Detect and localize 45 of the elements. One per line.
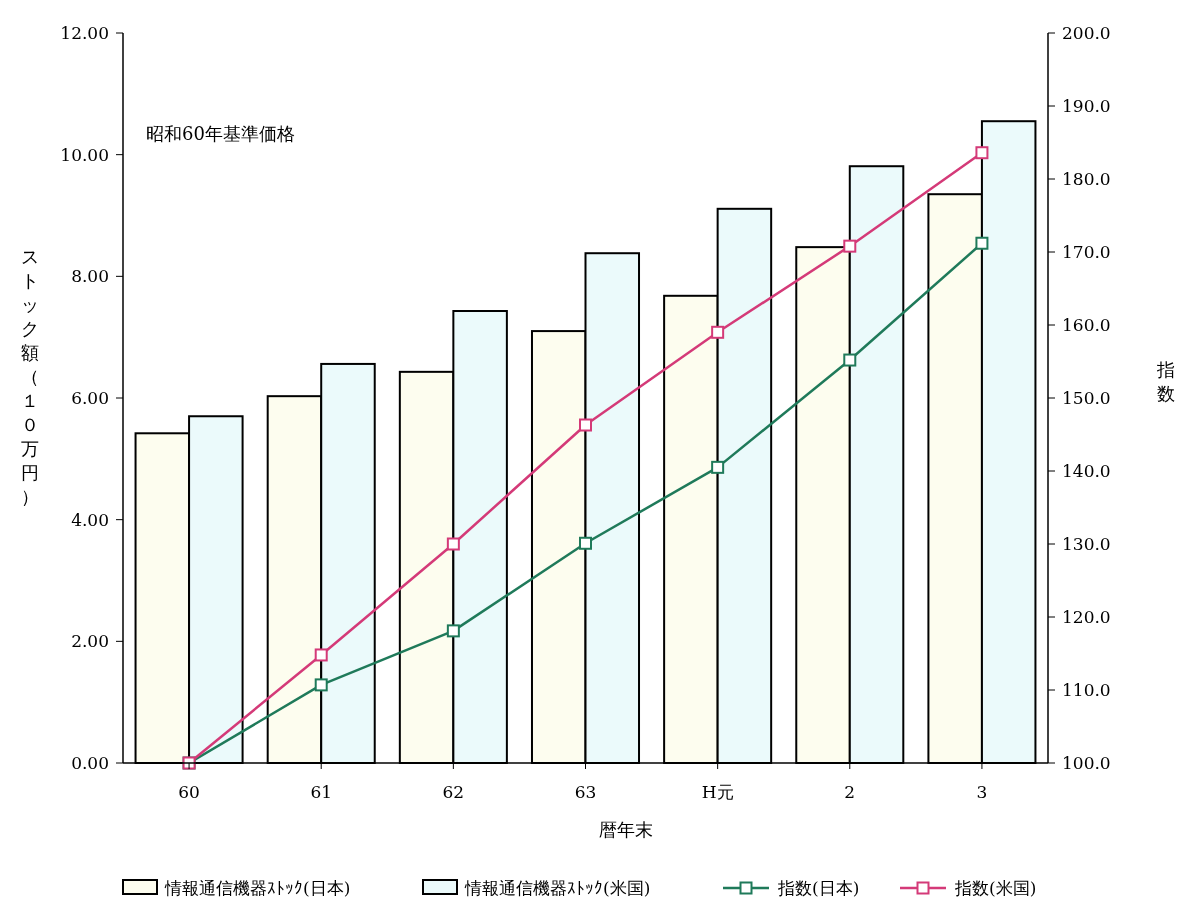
x-tick-label: 63 [574, 782, 597, 802]
point [975, 236, 989, 250]
y2-tick-label: 160.0 [1062, 315, 1111, 335]
y-tick-label: 2.00 [71, 631, 109, 652]
legend-label: 指数(米国) [954, 878, 1037, 898]
y-tick-label: 4.00 [71, 509, 109, 530]
y2-tick-label: 140.0 [1062, 461, 1111, 481]
y-tick-label: 10.00 [60, 144, 109, 165]
point [975, 146, 989, 160]
y2-tick-label: 100.0 [1062, 753, 1111, 773]
annotation: 昭和60年基準価格 [146, 123, 295, 144]
point [711, 460, 725, 474]
x-tick-label: 61 [310, 782, 333, 802]
point [314, 678, 328, 692]
point [446, 537, 460, 551]
legend-label: 情報通信機器ｽﾄｯｸ(日本) [164, 878, 351, 898]
point [843, 353, 857, 367]
y-tick-label: 8.00 [71, 266, 109, 287]
x-tick-label: 3 [976, 782, 988, 802]
y2-tick-label: 130.0 [1062, 534, 1111, 554]
y2-tick-label: 200.0 [1062, 23, 1111, 43]
y-tick-label: 12.00 [60, 23, 109, 43]
y2-tick-label: 110.0 [1062, 680, 1111, 700]
x-tick-label: 60 [178, 782, 200, 802]
point [579, 536, 592, 550]
x-tick-label: 2 [844, 782, 856, 802]
y-tick-label: 6.00 [71, 388, 109, 408]
x-tick-label: 62 [442, 782, 465, 802]
text: ストック額（１０万円） [21, 246, 39, 507]
y2-tick-label: 170.0 [1062, 242, 1111, 262]
x-axis-title: 暦年末 [598, 819, 653, 840]
point [446, 624, 460, 638]
x-tick-label: H元 [701, 782, 734, 802]
y2-tick-label: 180.0 [1062, 169, 1111, 189]
point [711, 325, 725, 339]
y2-tick-label: 190.0 [1062, 96, 1111, 116]
point [579, 418, 592, 432]
y2-tick-label: 150.0 [1062, 388, 1111, 408]
y2-axis-title: 指数 [1156, 359, 1175, 404]
legend-label: 指数(日本) [777, 878, 860, 898]
legend-label: 情報通信機器ｽﾄｯｸ(米国) [464, 878, 651, 898]
y2-tick-label: 120.0 [1062, 607, 1111, 627]
point [314, 648, 328, 662]
y-tick-label: 0.00 [71, 753, 109, 773]
point [843, 239, 857, 253]
